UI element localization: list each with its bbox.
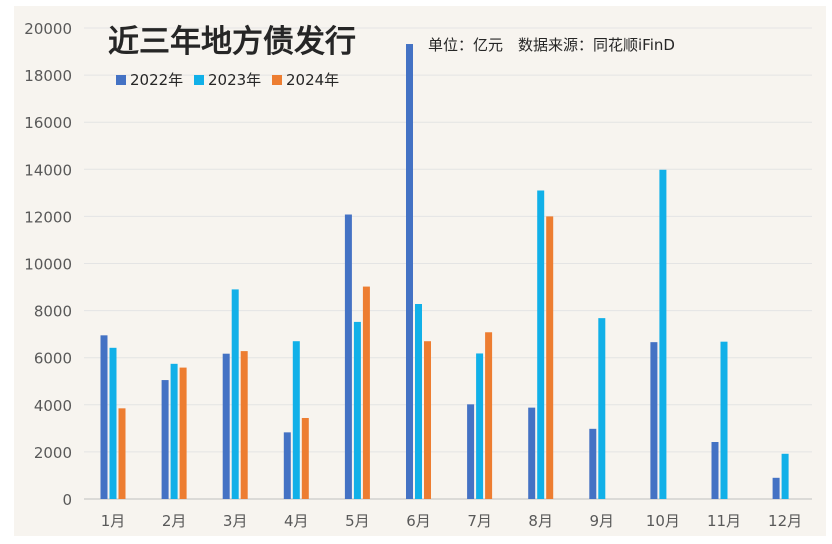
y-axis-ticks: 0 2000 4000 6000 8000 10000 12000 14000 16000 180… bbox=[24, 20, 72, 509]
bar-2023年-8月 bbox=[537, 190, 545, 499]
bar-2022年-5月 bbox=[344, 214, 352, 500]
bar-2022年-9月 bbox=[589, 428, 597, 499]
x-tick-label: 9月 bbox=[590, 512, 615, 530]
bar-2024年-3月 bbox=[240, 351, 248, 499]
y-tick-label: 10000 bbox=[24, 256, 72, 274]
x-tick-label: 5月 bbox=[345, 512, 370, 530]
x-tick-label: 11月 bbox=[707, 512, 741, 530]
x-tick-label: 1月 bbox=[101, 512, 126, 530]
bars bbox=[100, 44, 789, 500]
legend-swatch bbox=[116, 75, 126, 85]
bar-2022年-7月 bbox=[467, 404, 475, 499]
chart-subtitle: 单位：亿元 数据来源：同花顺iFinD bbox=[428, 36, 675, 54]
bar-2022年-2月 bbox=[161, 380, 169, 499]
bar-2024年-2月 bbox=[179, 367, 187, 499]
bar-2023年-1月 bbox=[109, 347, 117, 499]
bar-2022年-10月 bbox=[650, 342, 658, 499]
bar-2023年-7月 bbox=[476, 353, 484, 499]
bar-2022年-1月 bbox=[100, 335, 108, 499]
legend-swatch bbox=[194, 75, 204, 85]
bar-2022年-12月 bbox=[772, 477, 780, 499]
bar-2023年-11月 bbox=[720, 341, 728, 499]
y-tick-label: 16000 bbox=[24, 114, 72, 132]
x-tick-label: 12月 bbox=[768, 512, 802, 530]
x-axis-ticks: 1月 2月 3月 4月 5月 6月 7月 8月 9月 10月 11月 12月 bbox=[101, 512, 802, 530]
bar-2023年-3月 bbox=[231, 289, 239, 499]
legend-label: 2024年 bbox=[286, 71, 339, 89]
bar-2024年-7月 bbox=[485, 332, 493, 499]
x-tick-label: 8月 bbox=[528, 512, 553, 530]
bar-2022年-8月 bbox=[528, 407, 536, 499]
bar-2023年-12月 bbox=[781, 453, 789, 499]
bar-2023年-2月 bbox=[170, 363, 178, 499]
x-tick-label: 6月 bbox=[406, 512, 431, 530]
x-tick-label: 3月 bbox=[223, 512, 248, 530]
bar-2022年-6月 bbox=[406, 44, 413, 499]
y-tick-label: 4000 bbox=[34, 397, 72, 415]
bar-2024年-6月 bbox=[424, 341, 431, 499]
bar-2024年-1月 bbox=[118, 408, 126, 499]
legend-label: 2023年 bbox=[208, 71, 261, 89]
legend: 2022年 2023年 2024年 bbox=[116, 71, 339, 89]
bar-2023年-6月 bbox=[415, 304, 422, 499]
y-tick-label: 14000 bbox=[24, 161, 72, 179]
bar-2023年-10月 bbox=[659, 169, 667, 499]
chart-title: 近三年地方债发行 bbox=[108, 24, 356, 60]
bar-2023年-5月 bbox=[353, 321, 361, 499]
y-tick-label: 12000 bbox=[24, 208, 72, 226]
y-tick-label: 20000 bbox=[24, 20, 72, 38]
x-tick-label: 10月 bbox=[646, 512, 680, 530]
bar-2024年-8月 bbox=[546, 216, 554, 499]
bar-2022年-11月 bbox=[711, 442, 719, 499]
bar-2024年-4月 bbox=[301, 417, 309, 499]
bar-2023年-4月 bbox=[292, 341, 300, 499]
y-tick-label: 0 bbox=[62, 491, 72, 509]
legend-swatch bbox=[272, 75, 282, 85]
x-tick-label: 4月 bbox=[284, 512, 309, 530]
x-tick-label: 7月 bbox=[467, 512, 492, 530]
y-tick-label: 8000 bbox=[34, 303, 72, 321]
y-tick-label: 6000 bbox=[34, 350, 72, 368]
legend-label: 2022年 bbox=[130, 71, 183, 89]
bar-2023年-9月 bbox=[598, 318, 606, 499]
bar-2022年-4月 bbox=[283, 432, 291, 499]
y-tick-label: 18000 bbox=[24, 67, 72, 85]
bar-2024年-5月 bbox=[362, 286, 370, 499]
y-tick-label: 2000 bbox=[34, 444, 72, 462]
x-tick-label: 2月 bbox=[162, 512, 187, 530]
gridlines bbox=[84, 27, 812, 453]
bar-2022年-3月 bbox=[222, 353, 230, 499]
